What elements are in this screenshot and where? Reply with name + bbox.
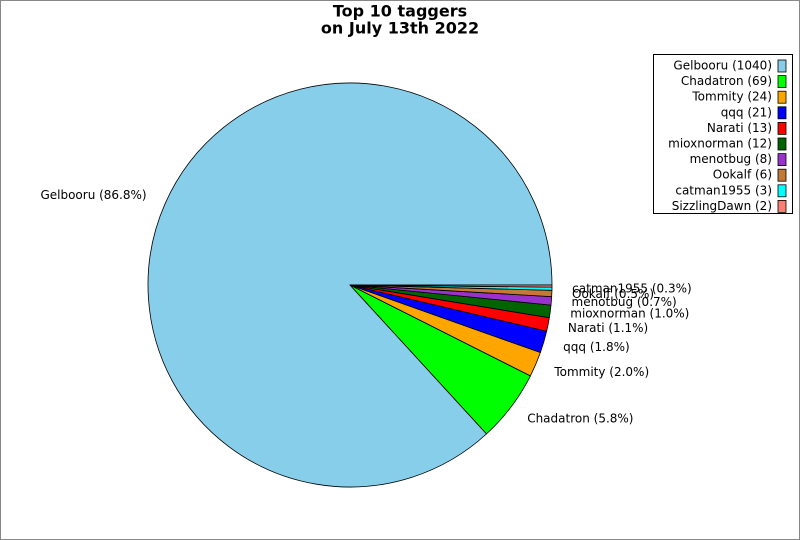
slice-label: Ookalf (0.5%) — [572, 287, 654, 301]
slice-label: Narati (1.1%) — [568, 321, 648, 335]
slice-label: menotbug (0.7%) — [572, 295, 677, 309]
legend-swatch — [777, 153, 787, 167]
slice-label: catman1955 (0.3%) — [572, 282, 692, 296]
legend-label: mioxnorman (12) — [668, 137, 772, 151]
slice-label: Tommity (2.0%) — [553, 365, 649, 379]
pie-slice — [349, 284, 553, 288]
legend-swatch — [777, 59, 787, 73]
legend-label: qqq (21) — [721, 105, 772, 119]
slice-label: qqq (1.8%) — [563, 340, 630, 354]
legend-label: Narati (13) — [707, 121, 772, 135]
slice-label: mioxnorman (1.0%) — [570, 307, 689, 321]
legend-label: Ookalf (6) — [713, 168, 772, 182]
legend-label: menotbug (8) — [690, 152, 772, 166]
legend-label: Tommity (24) — [691, 90, 772, 104]
legend-swatch — [777, 75, 787, 88]
legend-label: Chadatron (69) — [681, 74, 772, 88]
legend-swatch — [777, 90, 787, 104]
legend-box — [653, 54, 793, 214]
legend-swatch — [777, 106, 787, 120]
legend-label: Gelbooru (1040) — [673, 59, 772, 73]
slice-label: Gelbooru (86.8%) — [40, 188, 146, 202]
legend-label: catman1955 (3) — [675, 183, 772, 197]
legend-swatch — [777, 122, 787, 135]
legend-label: SizzlingDawn (2) — [672, 199, 772, 213]
legend-swatch — [777, 168, 787, 182]
legend-swatch — [777, 137, 787, 151]
slice-label: Chadatron (5.8%) — [527, 412, 633, 426]
chart-title: on July 13th 2022 — [321, 19, 479, 38]
legend-swatch — [777, 199, 787, 213]
chart-title: Top 10 taggers — [333, 2, 467, 21]
legend-swatch — [777, 184, 787, 198]
